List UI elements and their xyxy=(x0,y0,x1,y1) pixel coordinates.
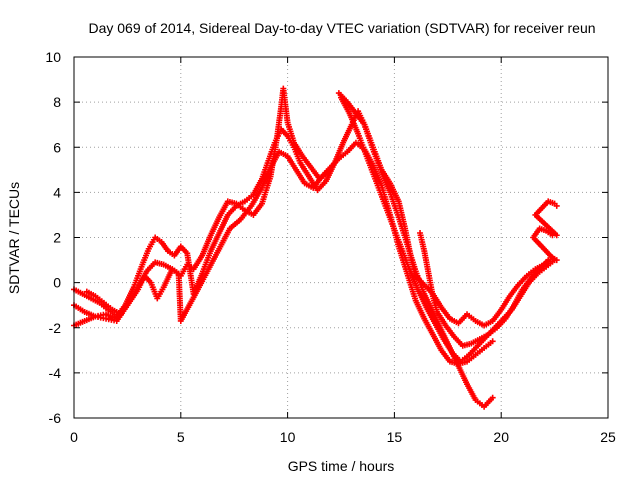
y-tick-label: 8 xyxy=(53,94,61,110)
y-tick-label: -2 xyxy=(49,320,62,336)
y-tick-label: 6 xyxy=(53,139,61,155)
x-tick-labels: 0 5 10 15 20 25 xyxy=(70,429,616,445)
x-tick-label: 20 xyxy=(493,429,509,445)
y-tick-label: 0 xyxy=(53,275,61,291)
x-tick-label: 15 xyxy=(387,429,403,445)
axis-ticks xyxy=(73,56,609,419)
x-tick-label: 5 xyxy=(177,429,185,445)
y-tick-label: -4 xyxy=(49,365,62,381)
data-point xyxy=(489,338,496,345)
data-point xyxy=(545,257,552,264)
y-tick-labels: -6 -4 -2 0 2 4 6 8 10 xyxy=(45,49,61,426)
y-tick-label: 4 xyxy=(53,184,61,200)
y-axis-label: SDTVAR / TECUs xyxy=(6,182,22,294)
y-tick-label: 10 xyxy=(45,49,61,65)
data-point xyxy=(553,202,560,209)
y-tick-label: -6 xyxy=(49,410,62,426)
x-tick-label: 25 xyxy=(600,429,616,445)
y-tick-label: 2 xyxy=(53,230,61,246)
x-axis-label: GPS time / hours xyxy=(288,458,395,474)
data-point xyxy=(489,394,496,401)
data-point xyxy=(327,166,334,173)
data-point xyxy=(117,311,124,318)
chart-title: Day 069 of 2014, Sidereal Day-to-day VTE… xyxy=(88,20,595,36)
x-tick-label: 0 xyxy=(70,429,78,445)
x-tick-label: 10 xyxy=(280,429,296,445)
data-points xyxy=(71,85,560,410)
